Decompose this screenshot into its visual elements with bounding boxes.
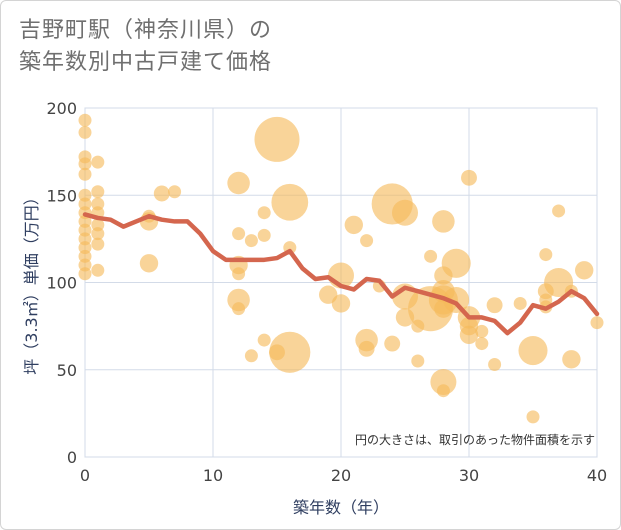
bubble-point xyxy=(232,302,246,316)
bubble-point xyxy=(461,169,477,186)
x-tick-label: 0 xyxy=(80,466,90,485)
bubble-point xyxy=(360,234,374,248)
bubble-point xyxy=(244,234,258,248)
bubble-point xyxy=(254,116,300,162)
y-axis-ticks: 0 50 100 150 200 xyxy=(46,99,77,467)
x-tick-label: 40 xyxy=(587,466,607,485)
bubble-point xyxy=(432,210,455,233)
x-tick-label: 10 xyxy=(203,466,223,485)
chart-title: 吉野町駅（神奈川県）の 築年数別中古戸建て価格 xyxy=(19,15,272,79)
y-tick-label: 150 xyxy=(46,186,77,205)
bubble-series xyxy=(78,113,604,424)
bubble-point xyxy=(441,248,471,278)
chart-title-line-2: 築年数別中古戸建て価格 xyxy=(19,50,273,75)
bubble-point xyxy=(269,331,311,373)
y-tick-label: 200 xyxy=(46,99,77,118)
bubble-point xyxy=(78,167,92,181)
size-legend-note: 円の大きさは、取引のあった物件面積を示す xyxy=(355,432,595,447)
bubble-point xyxy=(232,227,246,241)
bubble-point xyxy=(153,185,170,202)
bubble-point xyxy=(475,324,489,338)
x-axis-ticks: 0 10 20 30 40 xyxy=(80,466,607,485)
bubble-point xyxy=(358,340,375,357)
bubble-point xyxy=(91,185,105,199)
y-tick-label: 50 xyxy=(57,361,77,380)
bubble-point xyxy=(232,267,246,281)
bubble-point xyxy=(575,261,594,280)
x-tick-label: 20 xyxy=(331,466,351,485)
bubble-point xyxy=(526,410,540,424)
bubble-point xyxy=(513,296,527,310)
bubble-point xyxy=(91,227,105,241)
bubble-point xyxy=(424,249,438,263)
bubble-point xyxy=(459,325,479,345)
average-price-trend-line xyxy=(82,212,600,336)
bubble-point xyxy=(257,333,271,347)
bubble-point xyxy=(518,336,548,366)
bubble-point xyxy=(78,157,92,171)
bubble-point xyxy=(539,248,553,262)
bubble-point xyxy=(78,267,92,281)
bubble-point xyxy=(590,316,604,330)
y-axis-label: 坪（3.3㎡）単価（万円） xyxy=(22,189,41,374)
bubble-point xyxy=(257,206,271,220)
bubble-point xyxy=(168,185,182,199)
bubble-point xyxy=(91,263,105,277)
chart-title-line-1: 吉野町駅（神奈川県）の xyxy=(19,18,273,43)
bubble-point xyxy=(384,335,401,352)
bubble-point xyxy=(552,204,566,218)
trend-series xyxy=(82,212,600,336)
bubble-point xyxy=(244,349,258,363)
bubble-point xyxy=(91,237,105,251)
bubble-point xyxy=(475,337,489,351)
bubble-point xyxy=(139,254,159,273)
bubble-point xyxy=(78,113,92,127)
bubble-point xyxy=(257,228,271,242)
bubble-point xyxy=(411,354,425,368)
bubble-point xyxy=(488,358,502,372)
bubble-point xyxy=(392,199,418,226)
bubble-point xyxy=(430,368,457,395)
x-axis-label: 築年数（年） xyxy=(293,498,389,517)
bubble-point xyxy=(443,286,470,313)
bubble-point xyxy=(436,384,450,398)
bubble-point xyxy=(486,297,503,314)
bubble-point xyxy=(562,350,581,369)
bubble-point xyxy=(331,294,351,313)
bubble-point xyxy=(78,125,92,139)
x-tick-label: 30 xyxy=(459,466,479,485)
y-tick-label: 100 xyxy=(46,274,77,293)
bubble-point xyxy=(91,155,105,169)
y-tick-label: 0 xyxy=(67,448,77,467)
bubble-point xyxy=(344,215,363,235)
bubble-point xyxy=(271,183,309,221)
bubble-point xyxy=(227,171,250,195)
